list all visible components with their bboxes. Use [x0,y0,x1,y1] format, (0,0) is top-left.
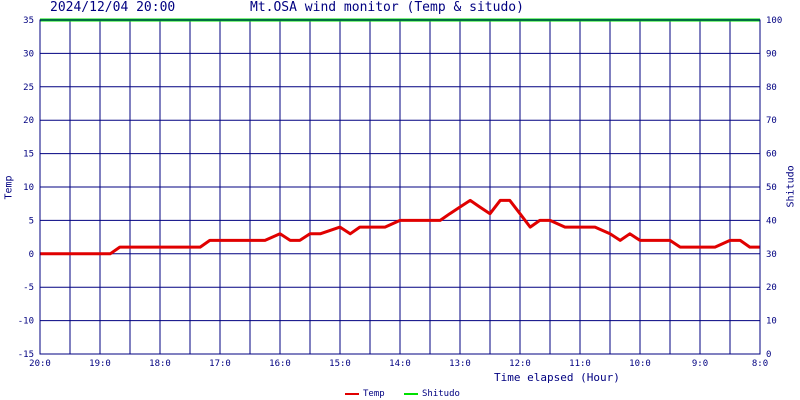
x-tick-label: 8:0 [752,359,768,369]
legend-swatch-shitudo [404,392,418,395]
chart-title: Mt.OSA wind monitor (Temp & situdo) [250,0,524,15]
y-tick-label-right: 10 [766,317,777,327]
x-tick-label: 12:0 [509,359,531,369]
y-tick-label-right: 30 [766,250,777,260]
x-axis-label: Time elapsed (Hour) [494,371,620,384]
y-tick-label-left: 5 [29,216,34,226]
legend-label-shitudo: Shitudo [422,389,460,399]
y-tick-label-right: 0 [766,350,771,360]
legend-item-temp: Temp [345,389,385,399]
y-tick-label-right: 70 [766,116,777,126]
y-tick-label-right: 100 [766,16,782,26]
x-tick-label: 16:0 [269,359,291,369]
y-tick-label-left: 20 [23,116,34,126]
y-tick-label-left: 10 [23,183,34,193]
y-tick-label-left: -10 [18,317,34,327]
legend-swatch-temp [345,392,359,395]
x-tick-label: 15:0 [329,359,351,369]
x-tick-label: 9:0 [692,359,708,369]
x-tick-label: 10:0 [629,359,651,369]
x-tick-label: 14:0 [389,359,411,369]
y-tick-label-left: 25 [23,83,34,93]
x-tick-label: 20:0 [29,359,51,369]
y-tick-label-right: 80 [766,83,777,93]
y-axis-left-label: Temp [3,175,15,200]
y-axis-right-label: Shitudo [785,165,797,208]
x-tick-label: 18:0 [149,359,171,369]
x-tick-label: 13:0 [449,359,471,369]
y-tick-label-right: 50 [766,183,777,193]
y-tick-label-left: 15 [23,150,34,160]
y-tick-label-right: 20 [766,283,777,293]
y-tick-label-left: -15 [18,350,34,360]
series-line-temp [40,198,760,256]
legend-label-temp: Temp [363,389,385,399]
y-tick-label-right: 60 [766,150,777,160]
y-tick-label-right: 90 [766,49,777,59]
plot-border [39,19,761,355]
x-tick-label: 11:0 [569,359,591,369]
y-tick-label-right: 40 [766,216,777,226]
y-tick-label-left: -5 [23,283,34,293]
y-tick-label-left: 0 [29,250,34,260]
y-tick-label-left: 30 [23,49,34,59]
x-tick-label: 19:0 [89,359,111,369]
chart-timestamp: 2024/12/04 20:00 [50,0,176,15]
x-tick-label: 17:0 [209,359,231,369]
legend-item-shitudo: Shitudo [404,389,460,399]
y-tick-label-left: 35 [23,16,34,26]
